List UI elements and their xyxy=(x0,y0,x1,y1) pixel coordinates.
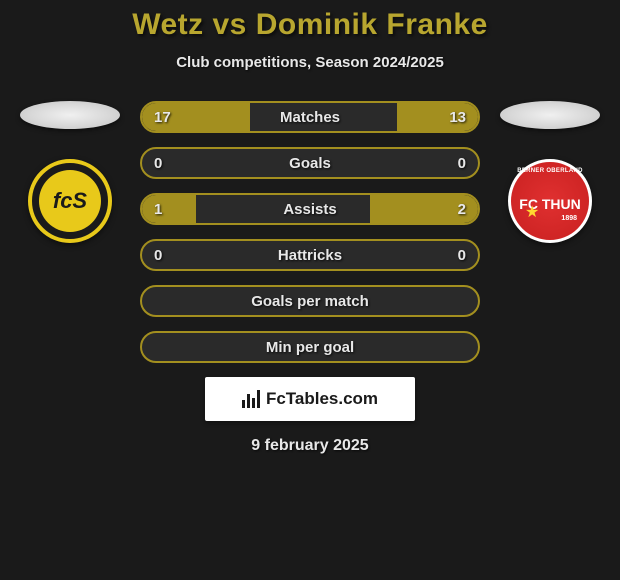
player-left-column: fcS xyxy=(10,101,130,243)
brand-badge[interactable]: FcTables.com xyxy=(205,377,415,421)
stat-bar: 1Assists2 xyxy=(140,193,480,225)
club-right-year: 1898 xyxy=(561,215,577,222)
star-icon: ★ xyxy=(525,202,539,222)
subtitle: Club competitions, Season 2024/2025 xyxy=(0,54,620,71)
stats-column: 17Matches130Goals01Assists20Hattricks0Go… xyxy=(140,101,480,363)
page-title: Wetz vs Dominik Franke xyxy=(0,8,620,42)
stat-value-right: 0 xyxy=(458,247,466,264)
main-row: fcS 17Matches130Goals01Assists20Hattrick… xyxy=(0,101,620,363)
stat-bar: 0Goals0 xyxy=(140,147,480,179)
player-right-photo xyxy=(500,101,600,129)
stat-label: Matches xyxy=(142,109,478,126)
brand-text: FcTables.com xyxy=(266,389,378,409)
stat-value-right: 2 xyxy=(458,201,466,218)
club-right-top-text: BERNER OBERLAND xyxy=(511,168,589,174)
stat-label: Goals xyxy=(142,155,478,172)
club-badge-right: BERNER OBERLAND FC THUN ★ 1898 xyxy=(508,159,592,243)
footer-date: 9 february 2025 xyxy=(0,437,620,455)
stat-label: Assists xyxy=(142,201,478,218)
club-badge-left: fcS xyxy=(28,159,112,243)
stat-bar: Goals per match xyxy=(140,285,480,317)
stat-value-right: 0 xyxy=(458,155,466,172)
stat-bar: 0Hattricks0 xyxy=(140,239,480,271)
club-left-initials: fcS xyxy=(39,170,101,232)
stat-label: Hattricks xyxy=(142,247,478,264)
stat-value-right: 13 xyxy=(449,109,466,126)
stat-bar: Min per goal xyxy=(140,331,480,363)
stat-bar: 17Matches13 xyxy=(140,101,480,133)
stat-label: Min per goal xyxy=(142,339,478,356)
chart-icon xyxy=(242,390,260,408)
player-left-photo xyxy=(20,101,120,129)
stat-label: Goals per match xyxy=(142,293,478,310)
player-right-column: BERNER OBERLAND FC THUN ★ 1898 xyxy=(490,101,610,243)
comparison-card: Wetz vs Dominik Franke Club competitions… xyxy=(0,0,620,455)
